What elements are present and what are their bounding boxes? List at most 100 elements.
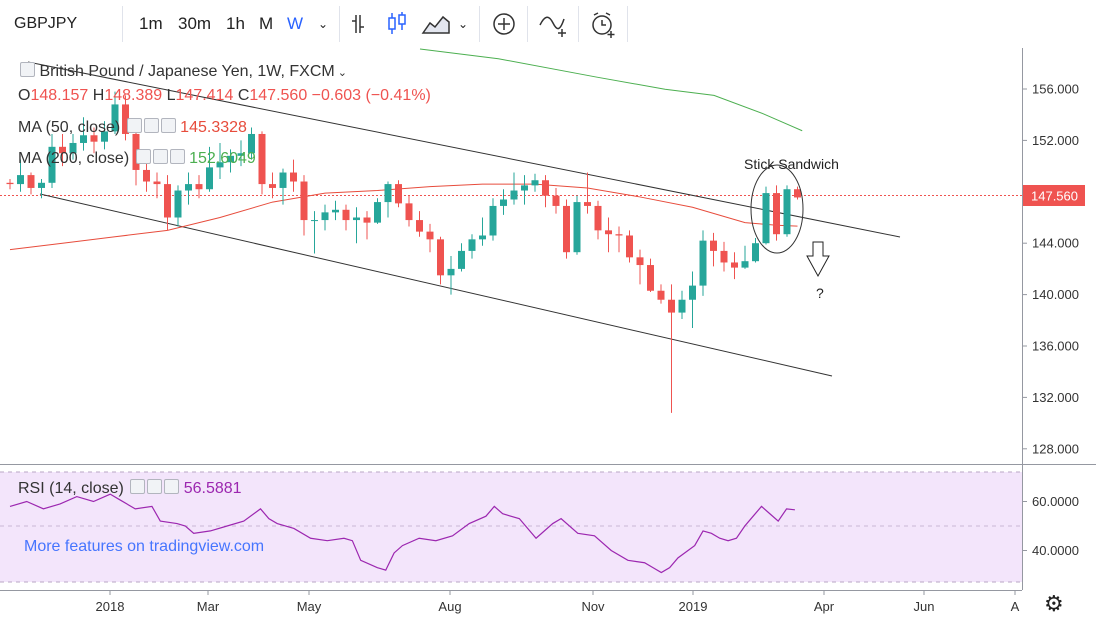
candle bbox=[405, 195, 413, 227]
candle bbox=[279, 168, 287, 205]
interval-1h[interactable]: 1h bbox=[226, 14, 245, 33]
main-pane bbox=[0, 48, 1022, 464]
candle bbox=[248, 127, 255, 160]
ma50-line bbox=[9, 183, 798, 251]
gear-icon[interactable] bbox=[152, 149, 168, 164]
candle-body bbox=[38, 182, 45, 188]
candle bbox=[636, 249, 644, 285]
candle-body bbox=[143, 169, 150, 182]
candle-body bbox=[615, 234, 623, 236]
bars-icon[interactable] bbox=[350, 13, 374, 35]
candle bbox=[741, 245, 749, 269]
candle-body bbox=[552, 195, 560, 206]
candle-body bbox=[300, 181, 308, 221]
rsi-label: RSI (14, close) bbox=[18, 480, 124, 497]
candle bbox=[153, 172, 161, 199]
time-tick-label: 2019 bbox=[679, 599, 708, 614]
candle bbox=[447, 256, 455, 295]
interval-30m[interactable]: 30m bbox=[178, 14, 212, 33]
rsi-legend: RSI (14, close) 56.5881 bbox=[18, 479, 242, 498]
candle-body bbox=[762, 193, 770, 244]
gear-icon[interactable] bbox=[143, 118, 159, 133]
candle bbox=[342, 204, 350, 231]
eye-icon[interactable] bbox=[126, 118, 142, 133]
add-compare-icon[interactable] bbox=[492, 12, 516, 36]
candle-body bbox=[101, 131, 108, 142]
candle-body bbox=[710, 240, 717, 251]
candle bbox=[594, 200, 602, 240]
candle-body bbox=[584, 202, 591, 206]
candle-body bbox=[773, 193, 780, 235]
candle-body bbox=[741, 261, 749, 268]
candle-body bbox=[647, 265, 654, 291]
time-tick-label: Apr bbox=[814, 599, 835, 614]
candle-body bbox=[111, 104, 119, 132]
candle bbox=[605, 217, 612, 253]
tradingview-link[interactable]: More features on tradingview.com bbox=[24, 538, 265, 555]
candle bbox=[195, 175, 203, 199]
price-tick-label: 136.000 bbox=[1032, 339, 1079, 354]
ma200-legend: MA (200, close) 152.6049 bbox=[18, 149, 256, 168]
candle bbox=[227, 149, 234, 173]
time-tick-label: May bbox=[297, 599, 322, 614]
eye-icon[interactable] bbox=[135, 149, 151, 164]
candle-body bbox=[6, 182, 14, 185]
close-icon[interactable] bbox=[164, 479, 180, 494]
candles-icon[interactable] bbox=[385, 11, 409, 37]
eye-icon[interactable] bbox=[130, 479, 146, 494]
alert-icon[interactable] bbox=[589, 11, 619, 39]
candle-body bbox=[237, 153, 245, 156]
candle-body bbox=[353, 217, 360, 221]
settings-gear-icon[interactable]: ⚙ bbox=[1044, 591, 1064, 616]
price-axis: 156.000152.000148.000144.000140.000136.0… bbox=[1022, 82, 1079, 456]
interval-month[interactable]: M bbox=[259, 14, 274, 33]
candle bbox=[185, 172, 192, 205]
chart-area[interactable]: Stick Sandwich ? 156.000152.000148.00014… bbox=[0, 48, 1096, 622]
collapse-icon[interactable] bbox=[20, 62, 35, 77]
close-icon[interactable] bbox=[169, 149, 185, 164]
candle bbox=[657, 284, 665, 304]
candle bbox=[384, 181, 392, 218]
sandwich-ellipse bbox=[750, 164, 804, 254]
gear-icon[interactable] bbox=[147, 479, 163, 494]
candle bbox=[468, 234, 476, 259]
candle-body bbox=[794, 189, 801, 198]
candle bbox=[542, 175, 549, 208]
candle bbox=[552, 187, 560, 214]
candle bbox=[38, 178, 45, 199]
candle-body bbox=[657, 290, 665, 300]
interval-1m[interactable]: 1m bbox=[139, 14, 163, 33]
candle bbox=[269, 172, 276, 199]
chevron-down-icon[interactable]: ⌄ bbox=[458, 17, 469, 31]
candle bbox=[710, 232, 717, 267]
interval-week[interactable]: W bbox=[287, 14, 304, 33]
high-value: 148.389 bbox=[104, 87, 163, 104]
ohlc-row: O148.157 H148.389 L147.414 C147.560 −0.6… bbox=[18, 87, 431, 105]
chevron-down-icon[interactable]: ⌄ bbox=[334, 67, 348, 79]
candle bbox=[216, 142, 224, 179]
candle-body bbox=[227, 155, 234, 163]
candle bbox=[27, 172, 35, 195]
candle bbox=[321, 204, 329, 231]
area-icon[interactable] bbox=[421, 13, 451, 35]
candle bbox=[720, 241, 728, 272]
candle-body bbox=[48, 146, 56, 183]
candle bbox=[458, 243, 465, 272]
candle-body bbox=[626, 235, 633, 258]
candle-body bbox=[783, 189, 791, 235]
chevron-down-icon[interactable]: ⌄ bbox=[318, 17, 329, 31]
indicators-icon[interactable] bbox=[538, 11, 570, 37]
candle-body bbox=[731, 262, 738, 268]
close-icon[interactable] bbox=[160, 118, 176, 133]
price-tick-label: 144.000 bbox=[1032, 236, 1079, 251]
down-arrow-icon bbox=[806, 241, 830, 278]
candle-body bbox=[185, 184, 192, 191]
candle-body bbox=[321, 212, 329, 221]
price-tick-label: 132.000 bbox=[1032, 390, 1079, 405]
candle bbox=[626, 230, 633, 263]
rsi-tick-label: 40.0000 bbox=[1032, 543, 1079, 558]
close-label: C bbox=[237, 87, 250, 104]
symbol-search[interactable]: GBPJPY bbox=[14, 15, 78, 32]
candle-body bbox=[363, 217, 371, 223]
price-chart[interactable]: Stick Sandwich ? 156.000152.000148.00014… bbox=[0, 48, 1096, 622]
